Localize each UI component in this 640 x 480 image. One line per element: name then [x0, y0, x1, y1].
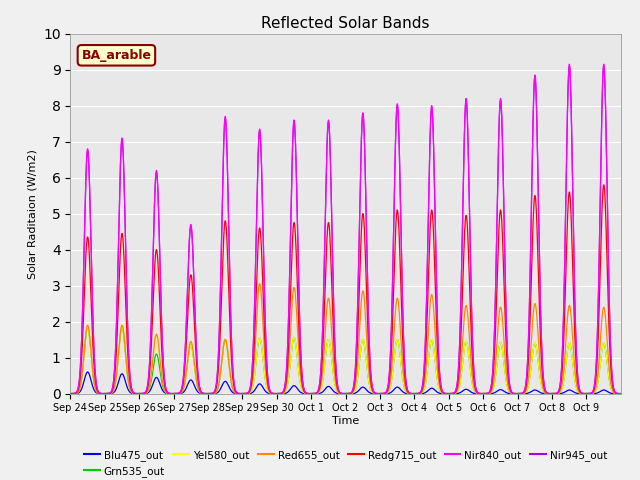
- Y-axis label: Solar Raditaion (W/m2): Solar Raditaion (W/m2): [28, 149, 38, 278]
- Redg715_out: [611, 389, 619, 395]
- Blu475_out: [179, 389, 187, 395]
- Redg715_out: [600, 182, 607, 188]
- Yel580_out: [611, 390, 619, 396]
- Nir945_out: [465, 161, 472, 167]
- Yel580_out: [465, 351, 472, 357]
- Grn535_out: [67, 391, 74, 396]
- Line: Redg715_out: Redg715_out: [70, 185, 621, 394]
- Nir945_out: [533, 111, 541, 117]
- Grn535_out: [533, 348, 541, 353]
- Nir840_out: [500, 194, 508, 200]
- Yel580_out: [533, 348, 541, 353]
- Redg715_out: [500, 268, 508, 274]
- Title: Reflected Solar Bands: Reflected Solar Bands: [261, 16, 430, 31]
- Blu475_out: [611, 391, 619, 396]
- Grn535_out: [179, 386, 187, 392]
- Blu475_out: [417, 391, 424, 396]
- Red655_out: [179, 386, 187, 392]
- Redg715_out: [533, 216, 541, 222]
- Grn535_out: [465, 351, 472, 357]
- Grn535_out: [617, 391, 625, 396]
- Blu475_out: [84, 369, 92, 375]
- Nir945_out: [416, 390, 424, 396]
- Redg715_out: [416, 390, 424, 396]
- Nir840_out: [611, 389, 619, 395]
- Nir840_out: [465, 160, 472, 166]
- Grn535_out: [417, 391, 424, 396]
- Nir945_out: [179, 377, 187, 383]
- Red655_out: [500, 336, 508, 341]
- Nir840_out: [566, 61, 573, 67]
- Yel580_out: [617, 391, 625, 396]
- Grn535_out: [500, 358, 508, 364]
- Line: Yel580_out: Yel580_out: [70, 327, 621, 394]
- Blu475_out: [617, 391, 625, 396]
- Redg715_out: [465, 251, 472, 257]
- Line: Nir840_out: Nir840_out: [70, 64, 621, 394]
- X-axis label: Time: Time: [332, 416, 359, 426]
- Red655_out: [611, 390, 619, 396]
- Redg715_out: [617, 391, 625, 396]
- Nir840_out: [533, 109, 541, 115]
- Yel580_out: [67, 391, 74, 396]
- Redg715_out: [179, 381, 187, 387]
- Blu475_out: [533, 388, 541, 394]
- Text: BA_arable: BA_arable: [81, 49, 152, 62]
- Blu475_out: [500, 388, 508, 394]
- Nir840_out: [67, 391, 74, 396]
- Yel580_out: [500, 358, 508, 364]
- Yel580_out: [179, 386, 187, 392]
- Nir945_out: [611, 389, 619, 395]
- Grn535_out: [611, 390, 619, 396]
- Nir945_out: [500, 195, 508, 201]
- Yel580_out: [84, 324, 92, 330]
- Nir840_out: [617, 391, 625, 396]
- Blu475_out: [465, 387, 472, 393]
- Legend: Blu475_out, Grn535_out, Yel580_out, Red655_out, Redg715_out, Nir840_out, Nir945_: Blu475_out, Grn535_out, Yel580_out, Red6…: [80, 445, 611, 480]
- Nir840_out: [416, 390, 424, 396]
- Red655_out: [533, 313, 541, 319]
- Red655_out: [617, 391, 625, 396]
- Grn535_out: [84, 324, 92, 330]
- Line: Red655_out: Red655_out: [70, 284, 621, 394]
- Line: Nir945_out: Nir945_out: [70, 66, 621, 394]
- Nir945_out: [617, 391, 625, 396]
- Redg715_out: [67, 391, 74, 396]
- Blu475_out: [67, 391, 74, 396]
- Nir945_out: [67, 391, 74, 396]
- Red655_out: [256, 281, 264, 287]
- Nir945_out: [566, 63, 573, 69]
- Yel580_out: [417, 391, 424, 396]
- Line: Blu475_out: Blu475_out: [70, 372, 621, 394]
- Red655_out: [67, 391, 74, 396]
- Nir840_out: [179, 377, 187, 383]
- Red655_out: [417, 390, 424, 396]
- Line: Grn535_out: Grn535_out: [70, 327, 621, 394]
- Red655_out: [465, 324, 472, 330]
